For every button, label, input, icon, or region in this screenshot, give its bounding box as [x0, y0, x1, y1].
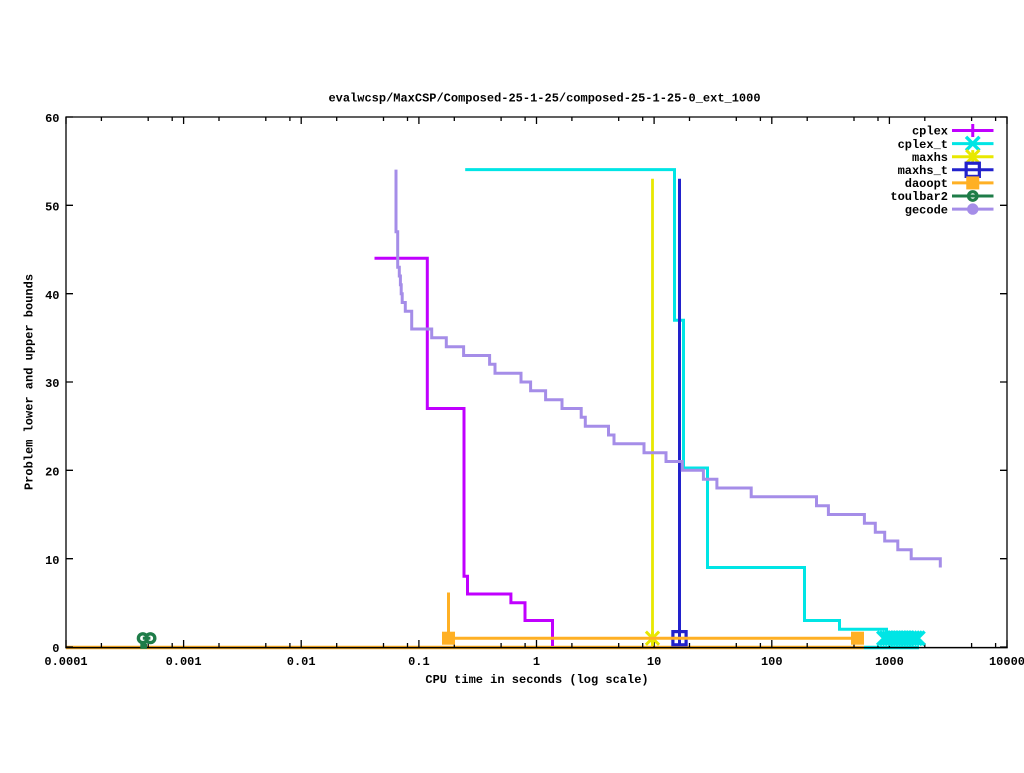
svg-text:toulbar2: toulbar2 [890, 190, 948, 204]
svg-text:30: 30 [45, 377, 59, 391]
svg-text:0: 0 [52, 642, 59, 656]
svg-text:20: 20 [45, 466, 59, 480]
svg-text:50: 50 [45, 201, 59, 215]
svg-text:0.01: 0.01 [287, 655, 316, 669]
svg-text:1: 1 [533, 655, 540, 669]
svg-text:10: 10 [45, 554, 59, 568]
svg-text:Problem lower and upper bounds: Problem lower and upper bounds [23, 274, 37, 490]
svg-text:daoopt: daoopt [905, 177, 948, 191]
svg-text:1000: 1000 [875, 655, 904, 669]
svg-text:0.1: 0.1 [408, 655, 430, 669]
svg-text:10000: 10000 [989, 655, 1024, 669]
svg-text:cplex_t: cplex_t [898, 138, 948, 152]
svg-text:10: 10 [647, 655, 661, 669]
svg-text:cplex: cplex [912, 125, 948, 139]
svg-text:100: 100 [761, 655, 783, 669]
svg-text:evalwcsp/MaxCSP/Composed-25-1-: evalwcsp/MaxCSP/Composed-25-1-25/compose… [328, 92, 760, 106]
svg-text:gecode: gecode [905, 203, 948, 217]
svg-text:maxhs_t: maxhs_t [898, 164, 948, 178]
svg-text:60: 60 [45, 112, 59, 126]
svg-text:0.0001: 0.0001 [44, 655, 87, 669]
svg-text:CPU time in seconds (log scale: CPU time in seconds (log scale) [425, 673, 648, 687]
svg-text:40: 40 [45, 289, 59, 303]
svg-text:maxhs: maxhs [912, 151, 948, 165]
svg-text:0.001: 0.001 [166, 655, 202, 669]
